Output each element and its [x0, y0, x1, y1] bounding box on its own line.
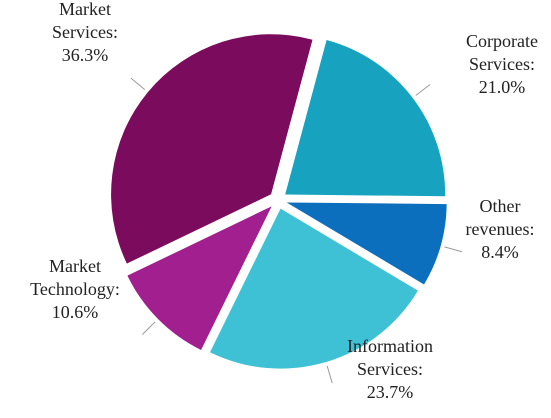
label-line: Technology:: [30, 279, 120, 299]
label-line: Information: [347, 336, 433, 356]
label-value: 36.3%: [62, 45, 109, 65]
label-line: revenues:: [466, 219, 535, 239]
label-value: 8.4%: [481, 242, 519, 262]
label-line: Other: [480, 196, 521, 216]
label-line: Market: [59, 0, 111, 19]
label-value: 10.6%: [52, 302, 99, 322]
label-line: Market: [49, 256, 101, 276]
slice-label: Market Technology: 10.6%: [30, 256, 120, 322]
leader-line: [444, 246, 462, 253]
leader-line: [415, 84, 431, 96]
label-value: 21.0%: [479, 77, 526, 97]
pie-slice: [285, 40, 446, 197]
label-category: Market Technology:: [30, 256, 120, 299]
label-line: Corporate: [466, 31, 538, 51]
slice-label: Other revenues: 8.4%: [466, 196, 535, 262]
label-line: Services:: [357, 359, 423, 379]
label-value: 23.7%: [367, 382, 414, 402]
pie-slice: [111, 34, 313, 264]
label-category: Other revenues:: [466, 196, 535, 239]
leader-line: [326, 365, 333, 384]
slice-label: Corporate Services: 21.0%: [466, 31, 538, 97]
slice-label: Market Services: 36.3%: [52, 0, 118, 65]
leader-line: [142, 321, 156, 335]
leader-line: [130, 77, 146, 90]
label-line: Services:: [52, 22, 118, 42]
pie-slice: [210, 208, 418, 369]
slice-label: Information Services: 23.7%: [347, 336, 433, 402]
pie-slice: [127, 206, 272, 350]
label-category: Corporate Services:: [466, 31, 538, 74]
label-line: Services:: [469, 54, 535, 74]
pie-slice: [286, 202, 447, 285]
label-category: Information Services:: [347, 336, 433, 379]
label-category: Market Services:: [52, 0, 118, 42]
